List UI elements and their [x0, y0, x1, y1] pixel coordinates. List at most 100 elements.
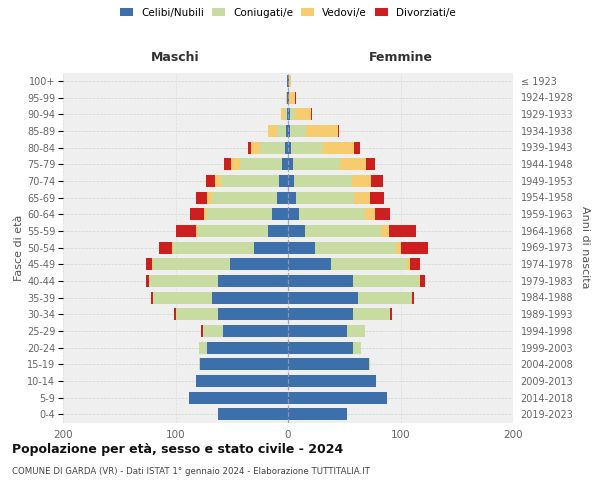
- Bar: [374, 208, 391, 220]
- Bar: [289, 75, 292, 87]
- Bar: [248, 142, 251, 154]
- Bar: [290, 108, 295, 120]
- Bar: [288, 142, 292, 154]
- Bar: [202, 325, 203, 337]
- Bar: [152, 258, 153, 270]
- Bar: [206, 175, 215, 187]
- Bar: [287, 108, 288, 120]
- Bar: [175, 308, 176, 320]
- Bar: [272, 208, 288, 220]
- Bar: [347, 325, 365, 337]
- Bar: [382, 225, 389, 237]
- Bar: [203, 208, 207, 220]
- Bar: [288, 225, 305, 237]
- Bar: [277, 125, 286, 137]
- Bar: [284, 142, 288, 154]
- Bar: [290, 125, 306, 137]
- Bar: [251, 142, 260, 154]
- Bar: [286, 92, 287, 104]
- Bar: [331, 258, 407, 270]
- Bar: [353, 275, 419, 287]
- Bar: [218, 408, 288, 420]
- Bar: [369, 358, 370, 370]
- Bar: [288, 308, 353, 320]
- Text: COMUNE DI GARDA (VR) - Dati ISTAT 1° gennaio 2024 - Elaborazione TUTTITALIA.IT: COMUNE DI GARDA (VR) - Dati ISTAT 1° gen…: [12, 468, 370, 476]
- Bar: [268, 125, 277, 137]
- Bar: [337, 125, 338, 137]
- Bar: [353, 342, 361, 353]
- Bar: [288, 375, 376, 387]
- Bar: [412, 292, 414, 304]
- Bar: [293, 175, 352, 187]
- Text: Maschi: Maschi: [151, 51, 200, 64]
- Bar: [224, 158, 230, 170]
- Bar: [212, 192, 277, 203]
- Bar: [254, 242, 288, 254]
- Bar: [146, 275, 149, 287]
- Bar: [296, 192, 355, 203]
- Bar: [289, 92, 295, 104]
- Bar: [288, 192, 296, 203]
- Bar: [358, 292, 412, 304]
- Bar: [199, 342, 207, 353]
- Bar: [293, 158, 340, 170]
- Bar: [288, 175, 293, 187]
- Bar: [239, 158, 283, 170]
- Bar: [288, 275, 353, 287]
- Bar: [340, 158, 365, 170]
- Text: Popolazione per età, sesso e stato civile - 2024: Popolazione per età, sesso e stato civil…: [12, 442, 343, 456]
- Text: Femmine: Femmine: [368, 51, 433, 64]
- Bar: [288, 258, 331, 270]
- Bar: [288, 92, 289, 104]
- Bar: [153, 258, 229, 270]
- Bar: [176, 225, 196, 237]
- Bar: [196, 225, 198, 237]
- Bar: [295, 108, 311, 120]
- Bar: [396, 242, 401, 254]
- Bar: [260, 142, 284, 154]
- Bar: [284, 108, 287, 120]
- Bar: [288, 408, 347, 420]
- Bar: [199, 358, 200, 370]
- Bar: [306, 125, 337, 137]
- Y-axis label: Fasce di età: Fasce di età: [14, 214, 24, 280]
- Bar: [391, 308, 392, 320]
- Bar: [151, 292, 153, 304]
- Bar: [288, 108, 290, 120]
- Bar: [207, 208, 272, 220]
- Bar: [221, 175, 279, 187]
- Bar: [365, 158, 374, 170]
- Bar: [288, 125, 290, 137]
- Bar: [149, 275, 218, 287]
- Bar: [355, 142, 360, 154]
- Bar: [288, 292, 358, 304]
- Bar: [315, 242, 396, 254]
- Bar: [295, 92, 296, 104]
- Bar: [218, 275, 288, 287]
- Bar: [288, 208, 299, 220]
- Bar: [287, 75, 288, 87]
- Bar: [198, 225, 268, 237]
- Bar: [365, 208, 374, 220]
- Bar: [419, 275, 425, 287]
- Bar: [371, 175, 383, 187]
- Y-axis label: Anni di nascita: Anni di nascita: [580, 206, 590, 288]
- Bar: [352, 175, 371, 187]
- Bar: [196, 375, 288, 387]
- Bar: [277, 192, 288, 203]
- Legend: Celibi/Nubili, Coniugati/e, Vedovi/e, Divorziati/e: Celibi/Nubili, Coniugati/e, Vedovi/e, Di…: [120, 8, 456, 18]
- Bar: [288, 158, 293, 170]
- Bar: [279, 175, 288, 187]
- Bar: [268, 225, 288, 237]
- Bar: [200, 358, 288, 370]
- Bar: [370, 192, 383, 203]
- Bar: [407, 258, 409, 270]
- Bar: [173, 242, 254, 254]
- Bar: [355, 192, 370, 203]
- Bar: [281, 108, 284, 120]
- Bar: [196, 192, 207, 203]
- Bar: [286, 125, 288, 137]
- Bar: [305, 225, 382, 237]
- Bar: [288, 392, 387, 404]
- Bar: [189, 392, 288, 404]
